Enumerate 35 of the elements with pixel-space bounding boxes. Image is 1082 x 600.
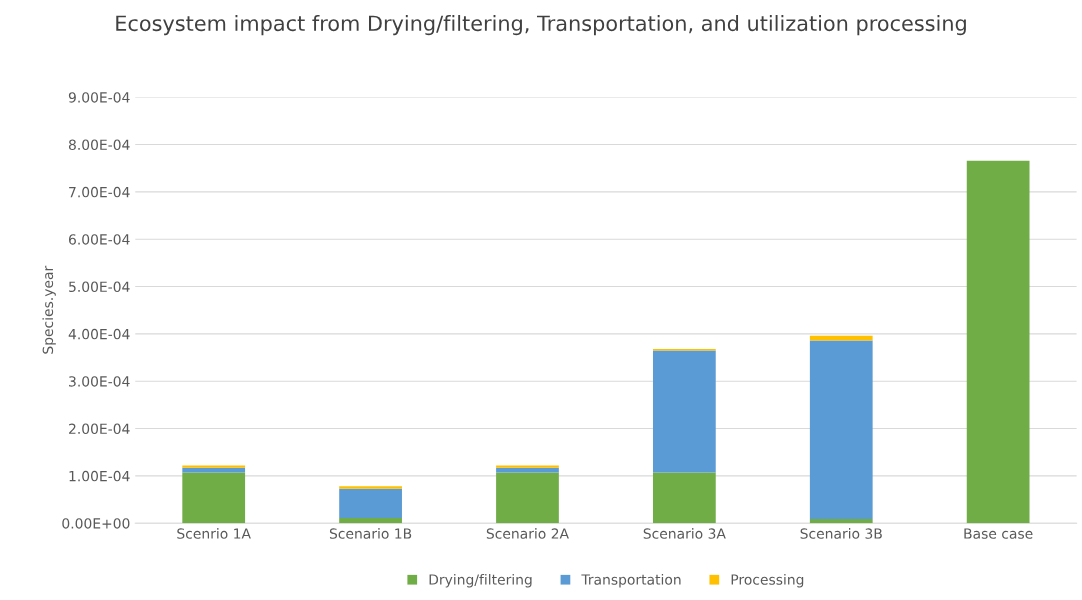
bar	[652, 350, 716, 473]
legend-label: Transportation	[581, 574, 681, 588]
y-tick-label: 0.00E+00	[62, 518, 130, 529]
x-tick-label: Scenario 3B	[800, 528, 882, 539]
bar	[809, 340, 873, 519]
bar	[496, 472, 559, 524]
bar	[496, 465, 559, 468]
y-tick-label: 8.00E-04	[68, 139, 130, 151]
y-tick-label: 9.00E-04	[68, 92, 130, 103]
y-tick-label: 1.00E-04	[69, 470, 130, 482]
y-tick-label: 5.00E-04	[69, 281, 130, 293]
bar	[496, 467, 559, 473]
chart-title: Ecosystem impact from Drying/filtering, Transportation, and utilization processing	[116, 15, 966, 36]
bar	[182, 467, 246, 473]
y-tick-label: 2.00E-04	[69, 423, 130, 435]
x-tick-label: Scenario 2A	[486, 528, 569, 539]
y-tick-label: 3.00E-04	[69, 376, 130, 387]
y-tick-label: 6.00E-04	[68, 234, 130, 245]
legend-label: Drying/filtering	[429, 574, 532, 588]
legend-label: Processing	[731, 574, 804, 588]
bar	[339, 486, 402, 489]
bar	[809, 518, 873, 524]
bar	[182, 465, 246, 468]
bar	[339, 517, 402, 524]
x-tick-label: Base case	[964, 528, 1033, 539]
y-tick-label: 4.00E-04	[68, 328, 130, 340]
bar	[652, 472, 716, 524]
y-axis-title: Species.year	[42, 265, 56, 354]
bar	[339, 488, 402, 518]
bar	[182, 472, 246, 524]
y-tick-label: 7.00E-04	[69, 186, 130, 198]
bar	[966, 160, 1030, 524]
x-tick-label: Scenario 1B	[329, 528, 412, 539]
x-tick-label: Scenario 3A	[643, 528, 726, 539]
x-tick-label: Scenrio 1A	[177, 528, 251, 539]
